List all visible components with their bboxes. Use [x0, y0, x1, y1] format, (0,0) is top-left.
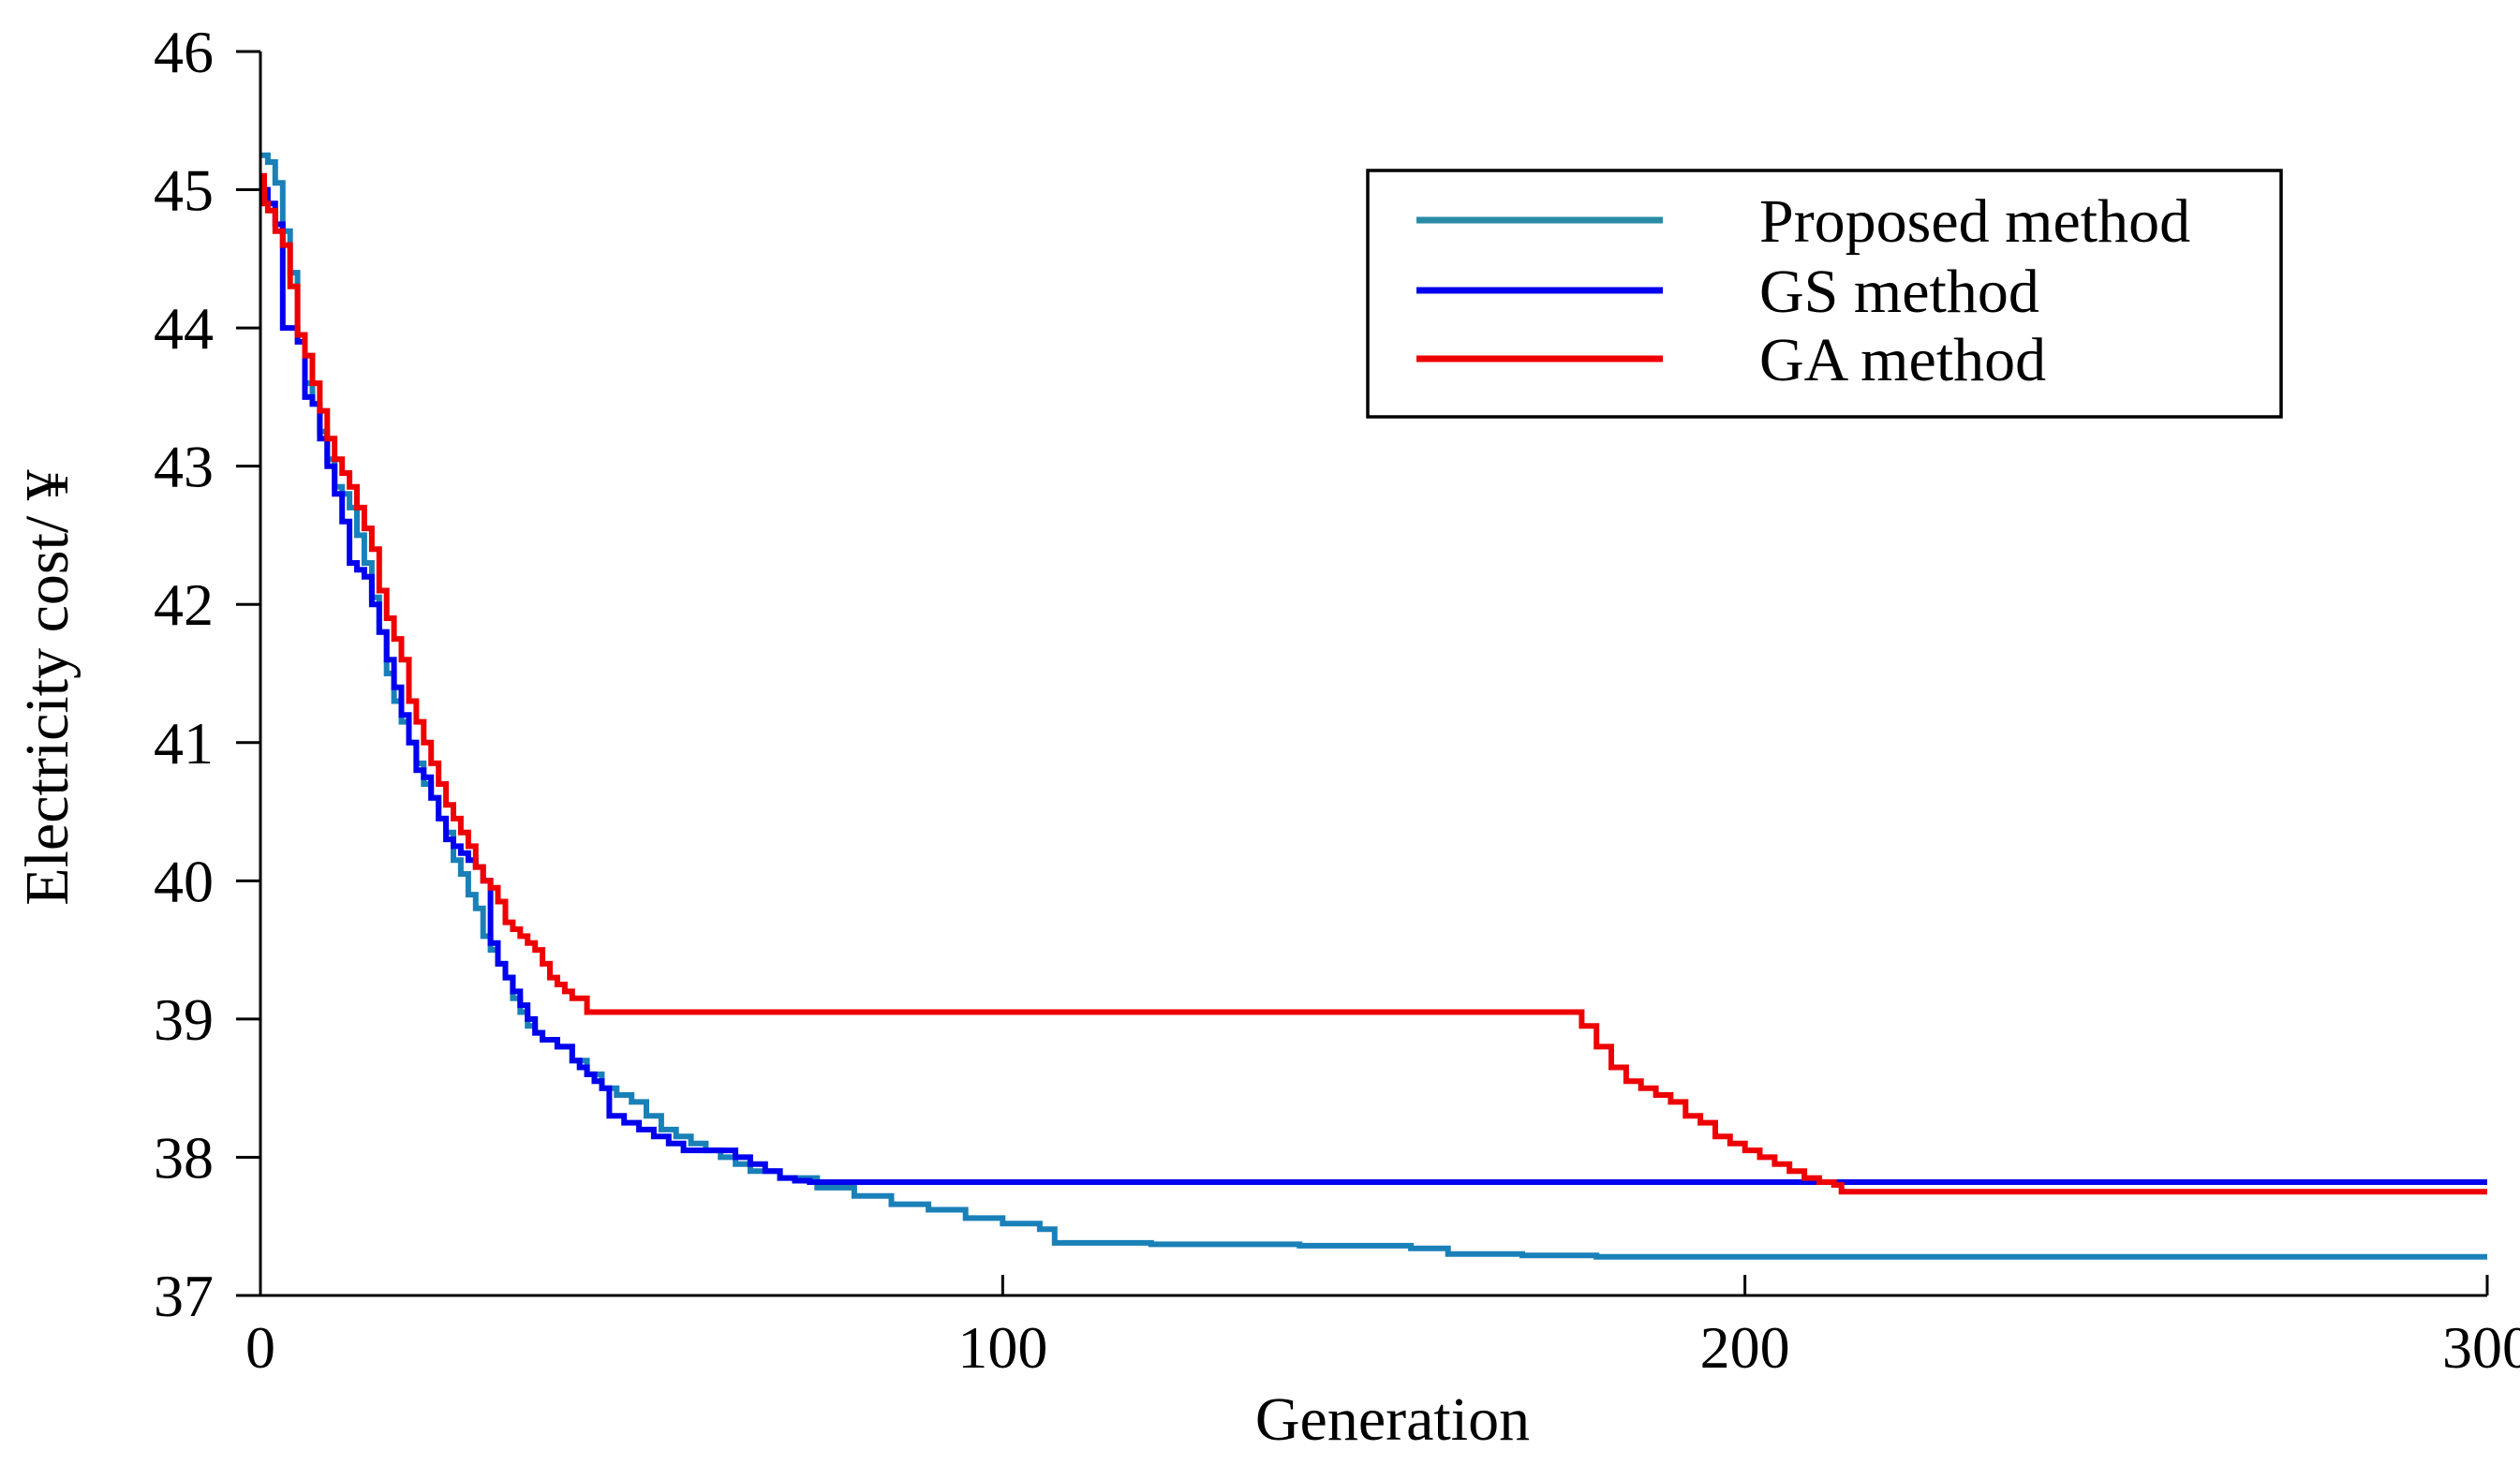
x-tick-label: 300 [2442, 1314, 2520, 1381]
legend-label-gs-method: GS method [1759, 258, 2039, 326]
y-tick-label: 41 [154, 710, 214, 777]
y-axis-label: Electricity cost/ ¥ [13, 469, 82, 906]
y-tick-label: 37 [154, 1263, 214, 1329]
x-tick-label: 0 [245, 1314, 275, 1381]
y-axis-ticks: 37 38 39 40 41 42 43 44 45 46 [154, 19, 260, 1329]
x-tick-label: 200 [1700, 1314, 1790, 1381]
y-tick-label: 44 [154, 295, 214, 362]
y-tick-label: 46 [154, 19, 214, 85]
x-axis-ticks: 0 100 200 300 [245, 1275, 2520, 1381]
y-tick-label: 40 [154, 848, 214, 914]
series-line-proposed-method [260, 152, 2487, 1260]
series-line-ga-method [260, 172, 2487, 1195]
y-tick-label: 45 [154, 157, 214, 224]
y-tick-label: 43 [154, 434, 214, 500]
y-tick-label: 38 [154, 1124, 214, 1191]
legend-label-ga-method: GA method [1759, 326, 2046, 394]
x-tick-label: 100 [957, 1314, 1047, 1381]
legend-label-proposed-method: Proposed method [1759, 187, 2190, 256]
series-layer [260, 152, 2487, 1260]
x-axis-label: Generation [1255, 1385, 1530, 1454]
y-tick-label: 42 [154, 571, 214, 638]
legend: Proposed method GS method GA method [1366, 169, 2283, 419]
y-tick-label: 39 [154, 986, 214, 1053]
